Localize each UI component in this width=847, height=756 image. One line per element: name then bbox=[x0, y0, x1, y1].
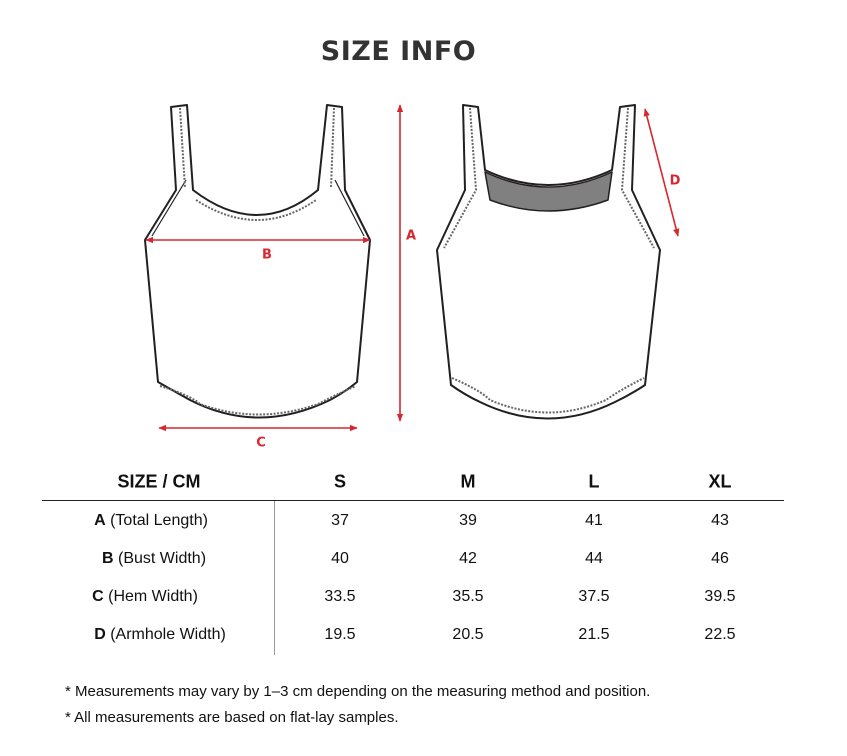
note-flat-lay: * All measurements are based on flat-lay… bbox=[65, 709, 399, 726]
label-c: C bbox=[256, 435, 266, 451]
table-cell: 37 bbox=[331, 512, 349, 529]
garment-diagram bbox=[144, 104, 680, 432]
table-cell: 43 bbox=[711, 512, 729, 529]
front-view bbox=[144, 104, 371, 419]
row-label: C (Hem Width) bbox=[92, 588, 198, 606]
table-cell: 39 bbox=[459, 512, 477, 529]
header-size-cm: SIZE / CM bbox=[117, 471, 201, 492]
row-key: C bbox=[92, 588, 104, 605]
row-key: A bbox=[94, 512, 106, 529]
column-divider bbox=[274, 501, 275, 655]
measure-d-arrow bbox=[643, 108, 680, 237]
table-cell: 39.5 bbox=[704, 588, 736, 605]
table-cell: 41 bbox=[585, 512, 603, 529]
row-desc: (Hem Width) bbox=[108, 588, 198, 605]
table-cell: 21.5 bbox=[578, 626, 610, 643]
table-cell: 22.5 bbox=[704, 626, 736, 643]
table-cell: 20.5 bbox=[452, 626, 484, 643]
table-cell: 46 bbox=[711, 550, 729, 567]
table-cell: 37.5 bbox=[578, 588, 610, 605]
header-l: L bbox=[588, 471, 600, 492]
table-cell: 44 bbox=[585, 550, 603, 567]
row-key: B bbox=[101, 550, 114, 567]
header-s: S bbox=[333, 471, 347, 492]
label-a: A bbox=[405, 228, 417, 244]
row-desc: (Total Length) bbox=[110, 512, 208, 529]
label-d: D bbox=[669, 173, 681, 189]
label-b: B bbox=[262, 247, 272, 263]
row-desc: (Bust Width) bbox=[118, 550, 207, 567]
row-label: B (Bust Width) bbox=[102, 550, 206, 568]
table-cell: 35.5 bbox=[452, 588, 484, 605]
back-view bbox=[436, 104, 661, 420]
header-divider bbox=[42, 500, 784, 501]
row-label: D (Armhole Width) bbox=[94, 626, 226, 644]
header-m: M bbox=[460, 471, 476, 492]
table-cell: 42 bbox=[459, 550, 477, 567]
table-cell: 33.5 bbox=[324, 588, 356, 605]
row-desc: (Armhole Width) bbox=[110, 626, 226, 643]
table-cell: 19.5 bbox=[324, 626, 356, 643]
header-xl: XL bbox=[708, 471, 732, 492]
row-key: D bbox=[94, 626, 106, 643]
page-title: SIZE INFO bbox=[320, 36, 477, 67]
note-measurement-variance: * Measurements may vary by 1–3 cm depend… bbox=[65, 683, 651, 700]
table-cell: 40 bbox=[331, 550, 349, 567]
row-label: A (Total Length) bbox=[94, 512, 208, 530]
